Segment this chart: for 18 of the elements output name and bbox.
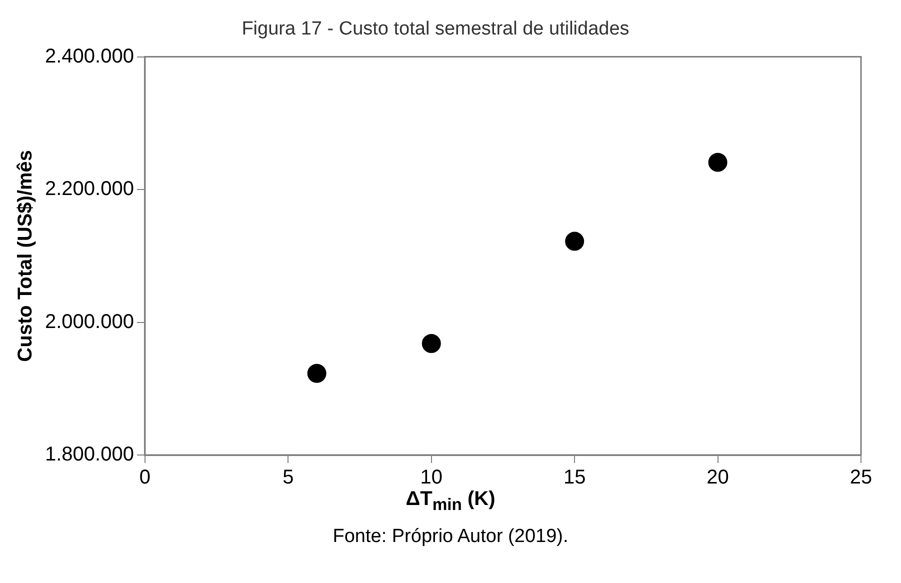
x-tick-label: 10 [420,466,443,489]
point [422,334,441,354]
x-tick-label: 20 [706,466,729,489]
y-tick-label: 2.200.000 [44,178,134,200]
point [307,364,326,383]
x-tick-label: 5 [282,466,294,489]
x-tick-label: 25 [850,466,872,489]
point [565,232,584,251]
source-note: Fonte: Próprio Autor (2019). [332,526,570,548]
x-axis-title: ΔT$_{min}$ (K) [404,488,496,515]
x-tick-label: 15 [563,466,586,489]
y-axis-title: Custo Total (US$)/mês [14,150,37,362]
y-tick-label: 2.000.000 [44,310,134,333]
y-tick-label: 2.400.000 [44,45,134,68]
y-tick-label: 1.800.000 [44,444,134,466]
point [708,152,728,172]
x-tick-label: 0 [139,466,151,489]
chart-title: Figura 17 - Custo total semestral de utilidades [242,18,630,40]
